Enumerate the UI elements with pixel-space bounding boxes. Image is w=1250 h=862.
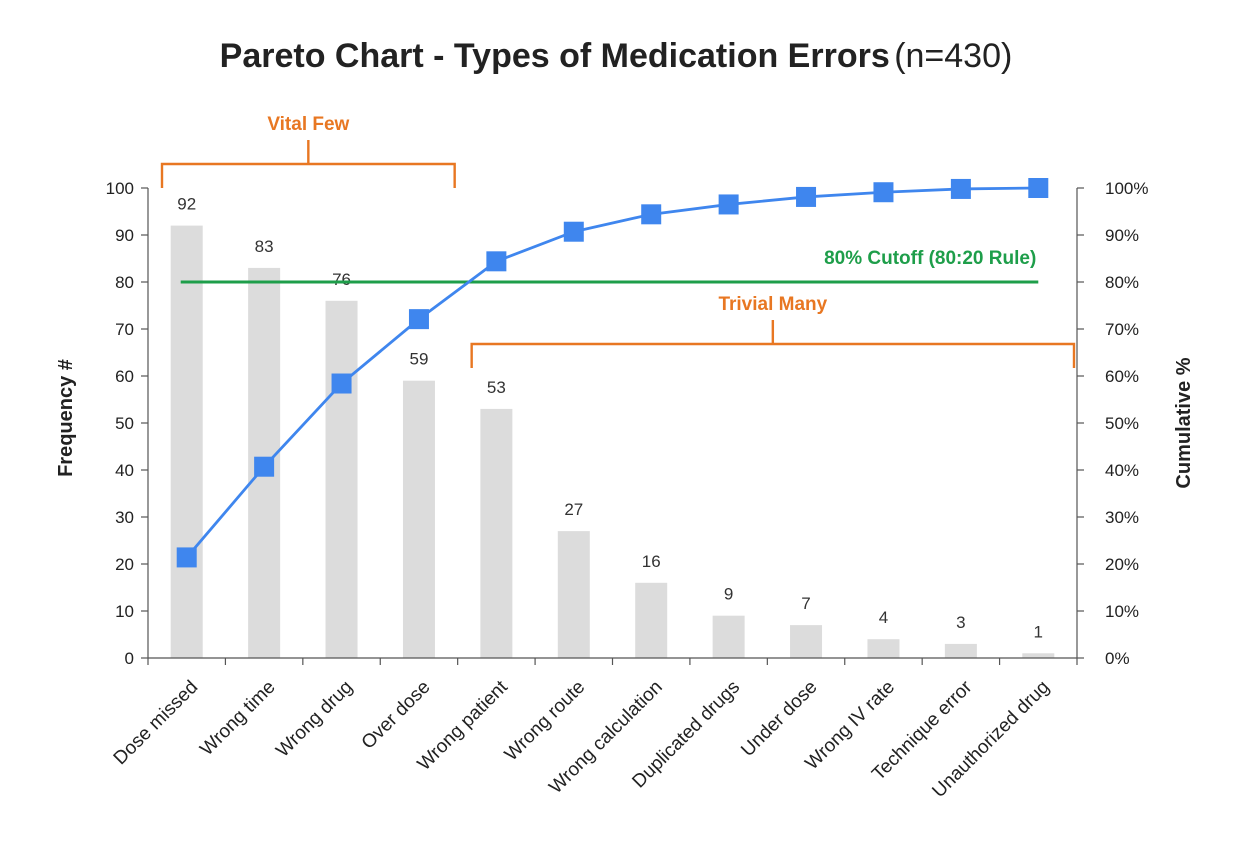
data-label: 53: [487, 378, 506, 397]
y2-tick-label: 40%: [1105, 461, 1139, 480]
bar: [790, 625, 823, 658]
y2-tick-label: 30%: [1105, 508, 1139, 527]
y2-axis-title: Cumulative %: [1173, 357, 1195, 488]
y2-tick-label: 0%: [1105, 649, 1130, 668]
cumulative-point: [176, 547, 197, 568]
y-tick-label: 30: [115, 508, 134, 527]
cumulative-line: [185, 186, 1039, 559]
cumulative-point: [950, 178, 971, 199]
bracket: [160, 140, 456, 188]
x-tick-label: Over dose: [358, 677, 435, 754]
bar: [557, 531, 590, 658]
data-label: 27: [564, 500, 583, 519]
y-tick-label: 0: [125, 649, 134, 668]
cumulative-point: [563, 221, 584, 242]
bar: [867, 639, 900, 658]
bar: [635, 582, 668, 658]
y2-tick-label: 20%: [1105, 555, 1139, 574]
bracket-label: Vital Few: [267, 114, 349, 135]
cumulative-point: [254, 456, 275, 477]
x-tick-label: Wrong drug: [272, 677, 357, 762]
data-label: 59: [409, 350, 428, 369]
cumulative-point: [486, 251, 507, 272]
y-axis-title: Frequency #: [55, 359, 77, 477]
bar: [944, 643, 977, 658]
bar: [480, 408, 513, 658]
y2-tick-label: 50%: [1105, 414, 1139, 433]
x-tick-label: Wrong time: [196, 677, 279, 760]
y2-tick-label: 80%: [1105, 273, 1139, 292]
data-label: 92: [177, 195, 196, 214]
y-tick-label: 80: [115, 273, 134, 292]
bar: [402, 380, 435, 658]
cumulative-point: [796, 186, 817, 207]
annotations: 80% Cutoff (80:20 Rule) Vital Few Trivial …: [160, 114, 1076, 368]
bracket: [470, 320, 1076, 368]
y-tick-label: 90: [115, 226, 134, 245]
cumulative-line-series: [176, 178, 1049, 568]
data-label: 16: [642, 552, 661, 571]
y-tick-label: 20: [115, 555, 134, 574]
chart-title: Pareto Chart - Types of Medication Error…: [220, 37, 1013, 75]
bar: [1022, 653, 1055, 658]
data-labels: 92 83 76 59 53 27 16 9 7 4 3 1: [177, 195, 1043, 642]
data-label: 1: [1034, 622, 1043, 641]
y-tick-label: 50: [115, 414, 134, 433]
data-label: 7: [801, 594, 810, 613]
y2-tick-label: 10%: [1105, 602, 1139, 621]
cutoff-label: 80% Cutoff (80:20 Rule): [824, 248, 1036, 269]
x-tick-label: Dose missed: [110, 677, 203, 770]
data-label: 76: [332, 270, 351, 289]
chart-title-main: Pareto Chart - Types of Medication Error…: [220, 37, 890, 75]
cumulative-point: [718, 194, 739, 215]
bar: [712, 615, 745, 658]
chart-subtitle: (n=430): [894, 37, 1012, 75]
cumulative-point: [1028, 178, 1049, 198]
y-tick-label: 70: [115, 320, 134, 339]
data-label: 83: [255, 237, 274, 256]
y2-tick-label: 60%: [1105, 367, 1139, 386]
cumulative-point: [408, 309, 429, 330]
y-tick-label: 10: [115, 602, 134, 621]
data-label: 3: [956, 613, 965, 632]
y2-tick-label: 90%: [1105, 226, 1139, 245]
bar-series: [170, 225, 1055, 658]
y2-tick-label: 70%: [1105, 320, 1139, 339]
y2-tick-label: 100%: [1105, 179, 1148, 198]
x-tick-label: Under dose: [737, 677, 821, 761]
bracket-label: Trivial Many: [718, 294, 827, 315]
bar: [325, 300, 358, 658]
cumulative-point: [641, 204, 662, 225]
data-label: 4: [879, 608, 888, 627]
cumulative-point: [331, 373, 352, 394]
y-tick-label: 60: [115, 367, 134, 386]
y-tick-label: 100: [106, 179, 134, 198]
cumulative-point: [873, 182, 894, 203]
bar: [170, 225, 203, 658]
data-label: 9: [724, 585, 733, 604]
y-tick-label: 40: [115, 461, 134, 480]
